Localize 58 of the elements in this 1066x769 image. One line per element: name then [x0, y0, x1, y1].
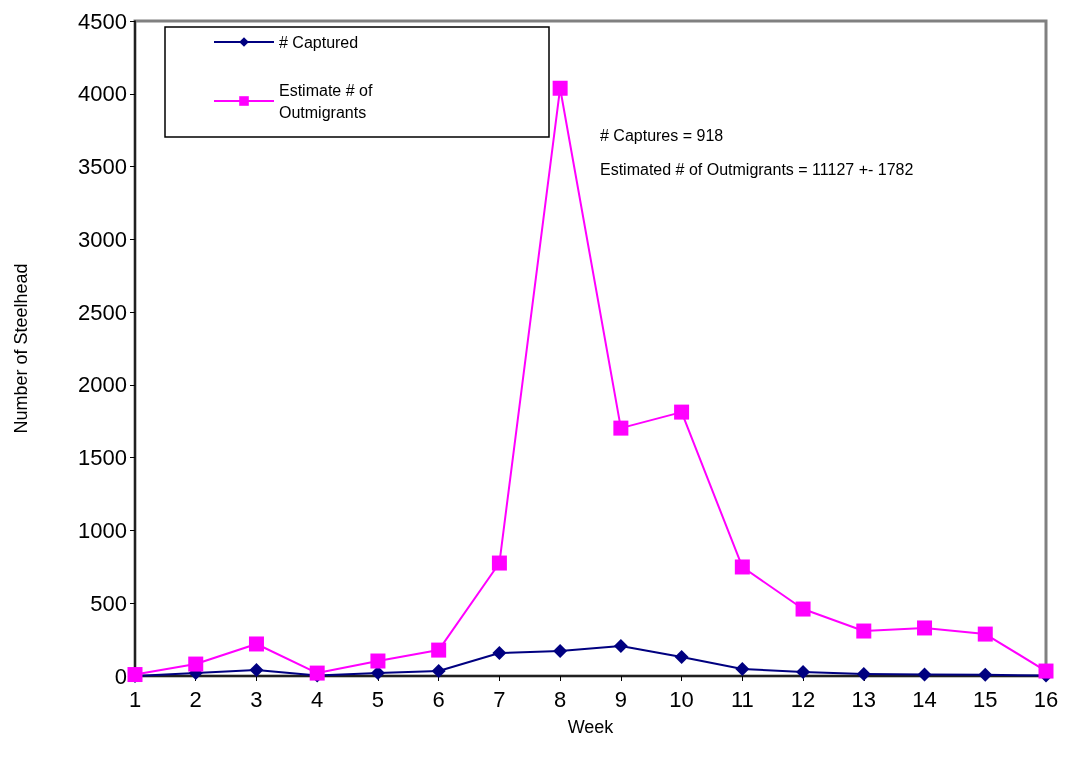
- point: [249, 663, 264, 678]
- x-tick-label: 2: [189, 686, 202, 712]
- x-tick-label: 5: [371, 686, 385, 712]
- point: [1038, 663, 1054, 679]
- x-tick-label: 16: [1033, 686, 1059, 712]
- point: [370, 666, 385, 681]
- point: [917, 667, 932, 682]
- point: [674, 650, 689, 665]
- point: [795, 601, 811, 617]
- point: [613, 639, 628, 654]
- y-tick-label: 3000: [78, 226, 127, 252]
- point: [492, 646, 507, 660]
- y-tick-label: 0: [114, 663, 127, 689]
- x-tick-label: 4: [311, 686, 324, 712]
- y-tick-label: 3500: [78, 154, 127, 180]
- x-tick-label: 15: [973, 686, 998, 712]
- y-tick-label: 2000: [78, 372, 127, 398]
- x-tick-label: 13: [851, 686, 877, 712]
- y-tick-label: 4500: [78, 8, 127, 34]
- point: [734, 559, 750, 575]
- point: [674, 404, 690, 420]
- x-tick-label: 6: [432, 686, 445, 712]
- y-tick-label: 2500: [78, 299, 127, 325]
- y-tick-label: 4000: [78, 81, 127, 107]
- point: [553, 643, 568, 658]
- point: [796, 665, 811, 680]
- point: [856, 666, 871, 681]
- x-tick-label: 10: [669, 686, 694, 712]
- y-tick-label: 500: [90, 590, 127, 616]
- x-tick-label: 11: [730, 686, 754, 712]
- x-axis-title: Week: [567, 717, 615, 737]
- y-axis-title: Number of Steelhead: [11, 263, 31, 434]
- x-tick-label: 3: [250, 686, 263, 712]
- annotation: # Captures = 918: [600, 126, 724, 144]
- point: [735, 662, 750, 677]
- point: [856, 623, 872, 639]
- y-tick-label: 1500: [78, 445, 127, 471]
- point: [431, 664, 446, 679]
- point: [370, 653, 386, 669]
- point: [613, 420, 629, 436]
- annotation: Estimated # of Outmigrants = 11127 +- 1782: [600, 160, 914, 178]
- x-tick-label: 7: [493, 686, 506, 712]
- x-tick-label: 9: [614, 686, 627, 712]
- point: [917, 620, 933, 636]
- x-tick-label: 12: [790, 686, 816, 712]
- point: [552, 80, 568, 96]
- point: [188, 656, 204, 672]
- legend-label: # Captured: [279, 33, 359, 51]
- x-tick-label: 1: [128, 686, 142, 712]
- y-tick-label: 1000: [78, 517, 127, 543]
- point: [977, 626, 993, 642]
- x-tick-label: 14: [912, 686, 937, 712]
- point: [978, 667, 993, 682]
- point: [248, 636, 264, 652]
- point: [431, 642, 447, 658]
- x-tick-label: 8: [554, 686, 567, 712]
- legend-label: Estimate # of Outmigrants: [279, 81, 377, 121]
- point: [491, 555, 507, 571]
